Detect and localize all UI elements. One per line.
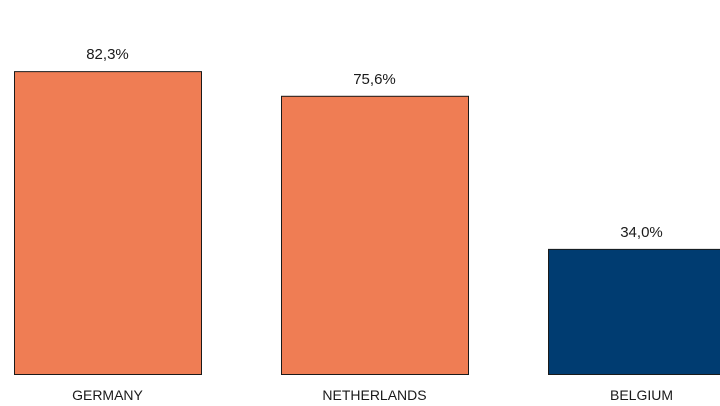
category-label-netherlands: NETHERLANDS — [322, 387, 426, 403]
data-label-germany: 82,3% — [86, 46, 129, 63]
data-label-netherlands: 75,6% — [353, 71, 396, 88]
data-label-belgium: 34,0% — [620, 224, 663, 241]
bar-belgium — [548, 248, 720, 376]
bar-netherlands — [281, 95, 469, 376]
category-label-germany: GERMANY — [72, 387, 143, 403]
category-label-belgium: BELGIUM — [610, 387, 673, 403]
bar-germany — [14, 71, 202, 376]
